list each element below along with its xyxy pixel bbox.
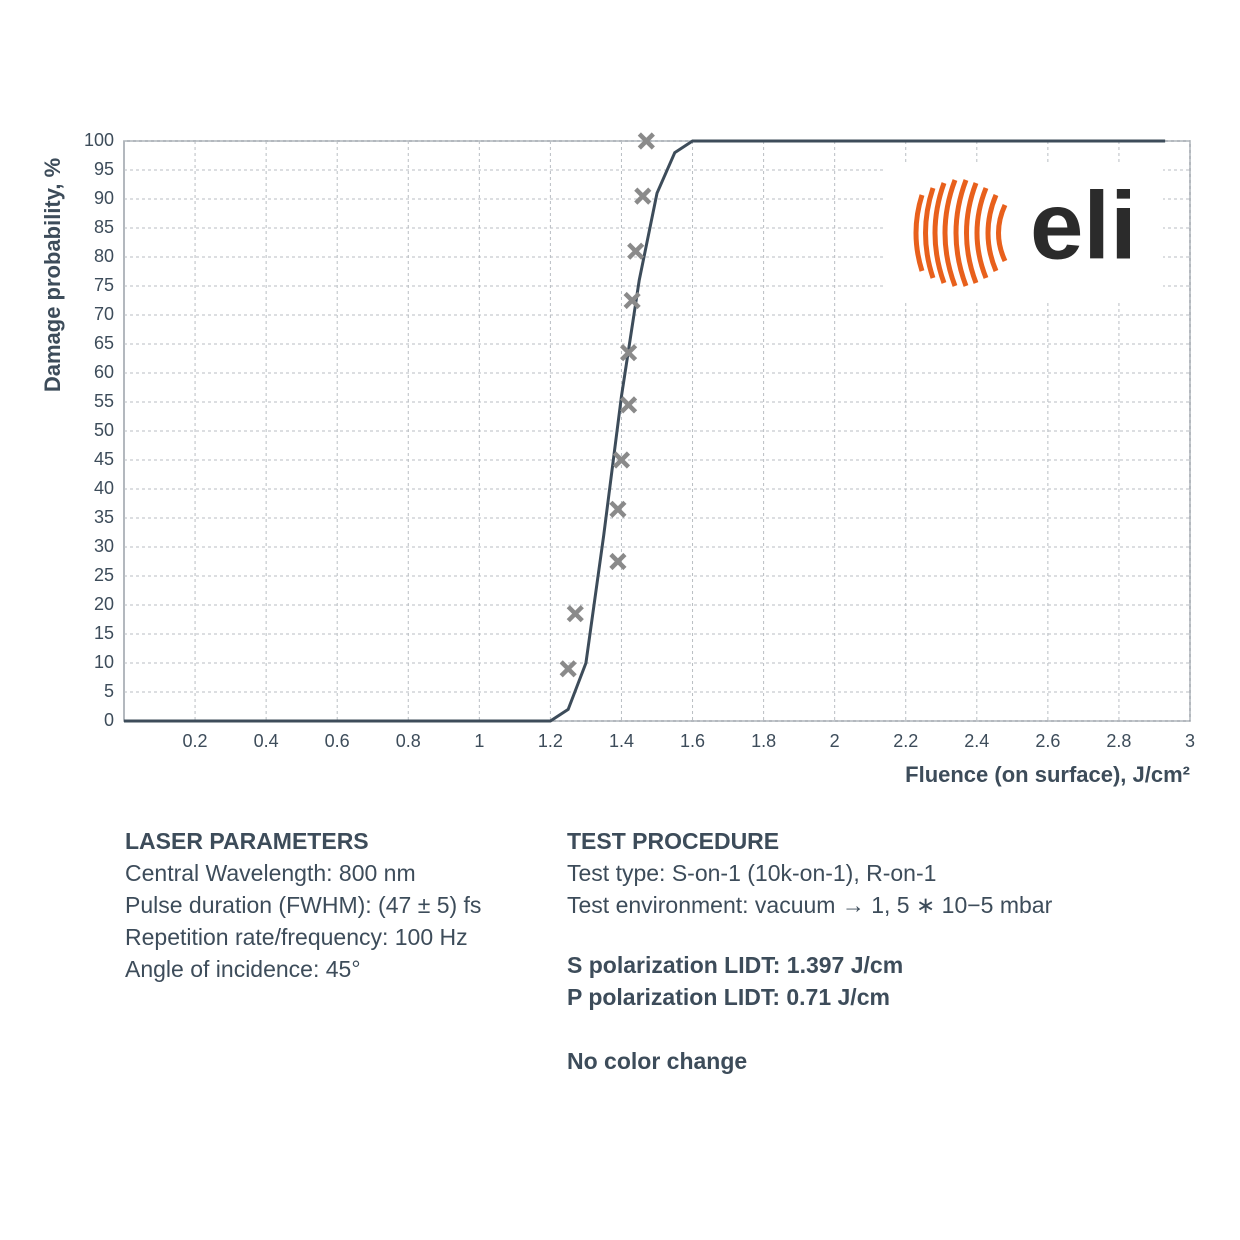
line: Repetition rate/frequency: 100 Hz — [125, 924, 468, 950]
x-tick-label: 2.4 — [964, 731, 989, 751]
y-tick-label: 15 — [94, 623, 114, 643]
y-tick-label: 75 — [94, 275, 114, 295]
x-axis-title: Fluence (on surface), J/cm² — [905, 762, 1190, 787]
logo-text: eli — [1030, 172, 1137, 279]
y-tick-label: 10 — [94, 652, 114, 672]
line: Test type: S-on-1 (10k-on-1), R-on-1 — [567, 860, 937, 886]
y-tick-label: 25 — [94, 565, 114, 585]
y-tick-label: 95 — [94, 159, 114, 179]
data-point — [619, 344, 638, 362]
y-tick-label: 50 — [94, 420, 114, 440]
laser-parameters: LASER PARAMETERS Central Wavelength: 800… — [125, 825, 481, 985]
test-procedure: TEST PROCEDURE Test type: S-on-1 (10k-on… — [567, 825, 1052, 1077]
x-tick-label: 3 — [1185, 731, 1195, 751]
x-tick-label: 1.2 — [538, 731, 563, 751]
logo-arcs — [913, 179, 1008, 287]
x-tick-label: 1.6 — [680, 731, 705, 751]
data-point — [619, 396, 638, 414]
section-title: LASER PARAMETERS — [125, 828, 369, 854]
y-tick-label: 80 — [94, 246, 114, 266]
note: No color change — [567, 1048, 748, 1074]
data-point — [634, 187, 652, 205]
x-tick-label: 2 — [830, 731, 840, 751]
y-tick-label: 100 — [84, 130, 114, 150]
result: S polarization LIDT: 1.397 J/cm — [567, 952, 904, 978]
data-point — [609, 552, 627, 571]
data-point — [623, 291, 641, 310]
data-point — [559, 660, 577, 678]
y-tick-label: 70 — [94, 304, 114, 324]
x-tick-label: 0.4 — [254, 731, 279, 751]
grid — [124, 140, 1191, 722]
y-tick-label: 55 — [94, 391, 114, 411]
data-point — [627, 242, 645, 260]
fit-curve — [124, 139, 1166, 723]
y-tick-label: 85 — [94, 217, 114, 237]
x-tick-label: 2.6 — [1035, 731, 1060, 751]
y-tick-label: 35 — [94, 507, 114, 527]
x-tick-label: 0.2 — [183, 731, 208, 751]
y-tick-label: 45 — [94, 449, 114, 469]
x-tick-label: 0.8 — [396, 731, 421, 751]
chart: eli Fluence (on surface), J/cm² Damage p… — [40, 130, 1195, 787]
y-tick-label: 20 — [94, 594, 114, 614]
line: Central Wavelength: 800 nm — [125, 860, 416, 886]
y-tick-label: 60 — [94, 362, 114, 382]
data-point — [612, 451, 631, 469]
logo: eli — [885, 163, 1163, 301]
data-point — [609, 500, 627, 518]
result: P polarization LIDT: 0.71 J/cm — [567, 984, 890, 1010]
y-tick-label: 0 — [104, 710, 114, 730]
x-tick-label: 1.8 — [751, 731, 776, 751]
y-tick-label: 65 — [94, 333, 114, 353]
y-tick-label: 5 — [104, 681, 114, 701]
line: Angle of incidence: 45° — [125, 956, 361, 982]
y-tick-label: 30 — [94, 536, 114, 556]
data-point — [637, 132, 655, 150]
x-tick-label: 1.4 — [609, 731, 634, 751]
x-tick-label: 0.6 — [325, 731, 350, 751]
data-point — [566, 605, 584, 623]
y-axis-title: Damage probability, % — [40, 158, 65, 392]
y-tick-label: 90 — [94, 188, 114, 208]
y-tick-label: 40 — [94, 478, 114, 498]
section-title: TEST PROCEDURE — [567, 828, 780, 854]
x-tick-label: 2.2 — [893, 731, 918, 751]
x-tick-label: 2.8 — [1106, 731, 1131, 751]
line: Test environment: vacuum → 1, 5 ∗ 10−5 m… — [567, 892, 1053, 918]
line: Pulse duration (FWHM): (47 ± 5) fs — [125, 892, 482, 918]
x-tick-label: 1 — [474, 731, 484, 751]
